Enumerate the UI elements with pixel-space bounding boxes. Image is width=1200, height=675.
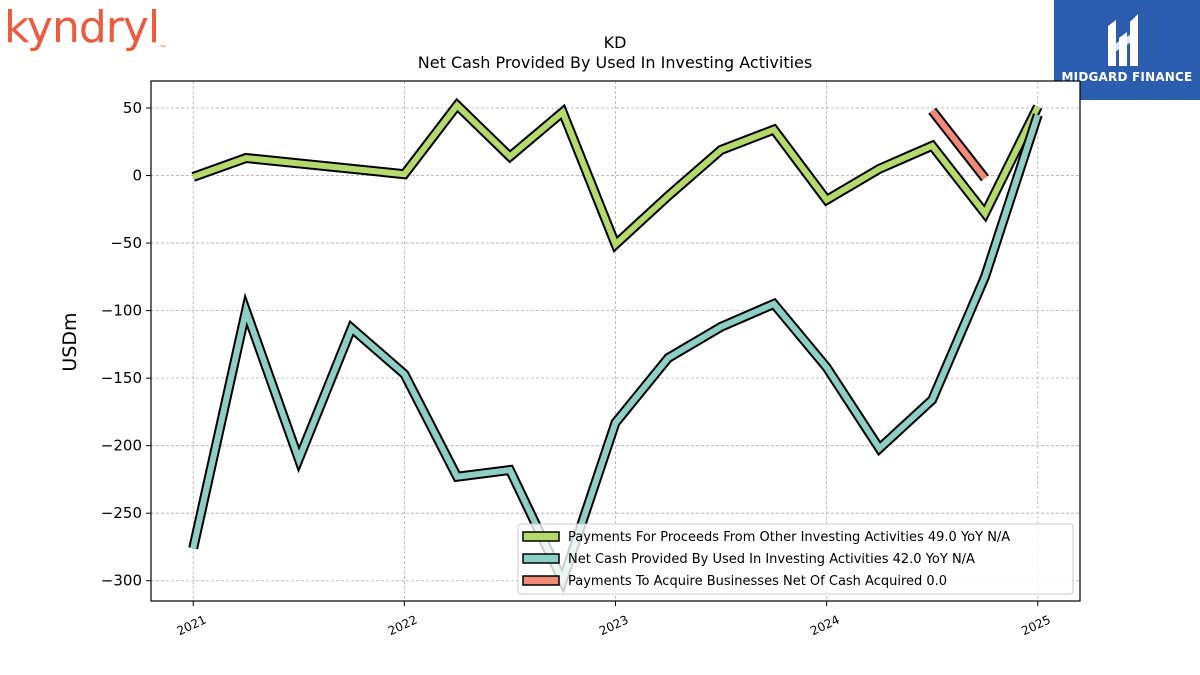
legend-label-0: Payments For Proceeds From Other Investi…	[568, 530, 1010, 545]
x-tick-label: 2023	[597, 613, 631, 639]
legend-swatch-1	[522, 553, 560, 564]
y-tick-label: 50	[123, 99, 142, 117]
x-tick-label: 2024	[808, 613, 842, 639]
series-line-0	[191, 97, 1043, 253]
y-tick-label: −300	[101, 572, 142, 590]
x-tick-label: 2022	[386, 613, 420, 639]
legend-swatch-2	[522, 575, 560, 586]
y-axis-label: USDm	[59, 312, 81, 371]
y-tick-label: −150	[101, 369, 142, 387]
y-tick-label: −200	[101, 437, 142, 455]
company-logo-text: kyndryl	[4, 2, 160, 53]
series-line-1	[188, 113, 1043, 595]
trademark-mark: ™	[159, 44, 168, 53]
x-axis: 2021 2022 2023 2024 2025	[175, 601, 1053, 638]
y-tick-label: −50	[110, 234, 142, 252]
badge-text: MIDGARD FINANCE	[1061, 70, 1193, 84]
legend-box	[517, 523, 1074, 595]
y-axis: 50 0 −50 −100 −150 −200 −250 −300	[101, 99, 151, 590]
x-tick-label: 2021	[175, 613, 209, 639]
legend-swatch-0	[522, 531, 560, 542]
series-line-2	[928, 107, 989, 182]
company-logo: kyndryl™	[4, 2, 167, 53]
y-tick-label: −100	[101, 302, 142, 320]
series-lines	[188, 97, 1043, 595]
chart-title: KD	[604, 33, 627, 52]
series-stroke	[929, 108, 988, 181]
midgard-logo-icon	[1108, 14, 1138, 66]
series-stroke	[190, 113, 1041, 589]
series-stroke	[192, 100, 1041, 250]
y-tick-label: 0	[132, 167, 142, 185]
legend-label-2: Payments To Acquire Businesses Net Of Ca…	[568, 574, 947, 589]
y-tick-label: −250	[101, 504, 142, 522]
chart-subtitle: Net Cash Provided By Used In Investing A…	[418, 53, 812, 72]
x-tick-label: 2025	[1019, 613, 1053, 639]
legend-label-1: Net Cash Provided By Used In Investing A…	[568, 552, 975, 567]
chart-legend: Payments For Proceeds From Other Investi…	[517, 523, 1074, 595]
